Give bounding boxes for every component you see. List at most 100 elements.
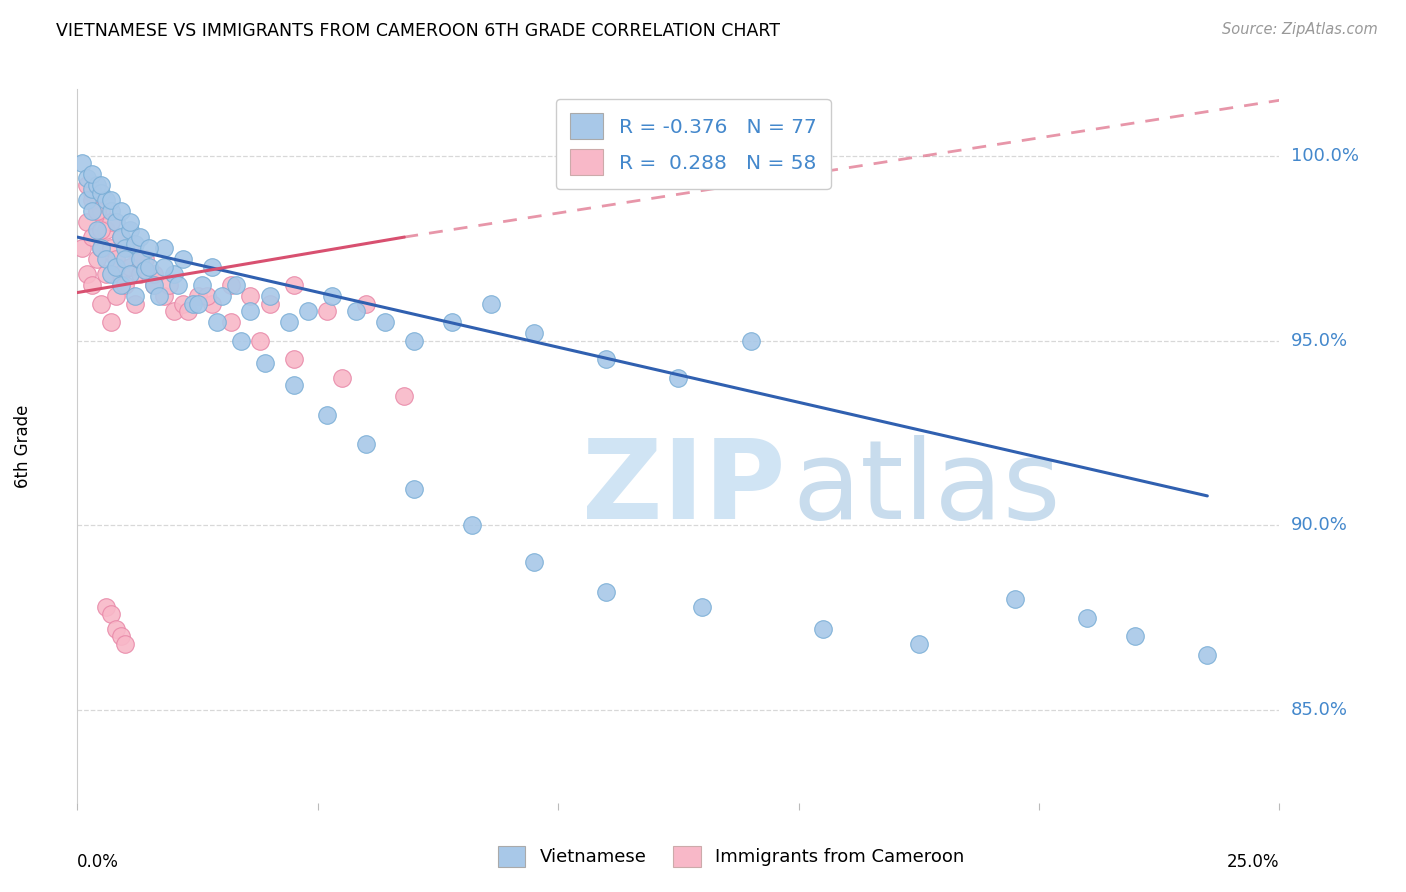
Point xyxy=(70,156,93,170)
Point xyxy=(195,289,218,303)
Point xyxy=(143,278,166,293)
Point xyxy=(283,352,305,367)
Point xyxy=(114,278,136,293)
Point xyxy=(354,437,377,451)
Point xyxy=(134,263,156,277)
Point xyxy=(90,186,112,200)
Point xyxy=(219,278,242,293)
Point xyxy=(148,289,170,303)
Point xyxy=(153,289,176,303)
Point xyxy=(110,278,132,293)
Point xyxy=(104,260,127,274)
Point xyxy=(229,334,252,348)
Point xyxy=(80,186,103,200)
Point xyxy=(110,230,132,244)
Point xyxy=(441,315,464,329)
Point xyxy=(120,215,142,229)
Point xyxy=(90,296,112,310)
Point xyxy=(100,204,122,219)
Point xyxy=(96,193,118,207)
Point xyxy=(153,241,176,255)
Point xyxy=(1004,592,1026,607)
Point xyxy=(668,370,690,384)
Point xyxy=(523,326,546,341)
Point xyxy=(110,204,132,219)
Text: 95.0%: 95.0% xyxy=(1291,332,1348,350)
Point xyxy=(76,267,98,281)
Point xyxy=(96,223,118,237)
Point xyxy=(104,252,127,267)
Point xyxy=(297,304,319,318)
Point xyxy=(110,230,132,244)
Text: 0.0%: 0.0% xyxy=(77,853,120,871)
Point xyxy=(186,296,209,310)
Point xyxy=(114,252,136,267)
Point xyxy=(402,482,425,496)
Text: 85.0%: 85.0% xyxy=(1291,701,1347,719)
Point xyxy=(186,289,209,303)
Point xyxy=(86,223,108,237)
Point xyxy=(1197,648,1219,662)
Point xyxy=(811,622,834,636)
Point xyxy=(211,289,233,303)
Point xyxy=(120,223,142,237)
Point xyxy=(80,167,103,181)
Point xyxy=(124,289,146,303)
Point xyxy=(104,289,127,303)
Point xyxy=(191,278,214,293)
Point xyxy=(90,178,112,193)
Point xyxy=(908,637,931,651)
Point xyxy=(201,296,224,310)
Point xyxy=(316,304,339,318)
Point xyxy=(740,334,762,348)
Point xyxy=(100,241,122,255)
Point xyxy=(157,278,180,293)
Point xyxy=(104,622,127,636)
Point xyxy=(70,241,93,255)
Point xyxy=(96,252,118,267)
Point xyxy=(153,260,176,274)
Point xyxy=(277,315,299,329)
Point xyxy=(80,182,103,196)
Point xyxy=(90,241,112,255)
Point xyxy=(128,267,150,281)
Text: 25.0%: 25.0% xyxy=(1227,853,1279,871)
Point xyxy=(249,334,271,348)
Point xyxy=(595,352,617,367)
Point xyxy=(239,304,262,318)
Point xyxy=(76,193,98,207)
Point xyxy=(100,607,122,622)
Point xyxy=(479,296,502,310)
Point xyxy=(120,260,142,274)
Point xyxy=(460,518,482,533)
Point xyxy=(90,241,112,255)
Point xyxy=(201,260,224,274)
Point xyxy=(374,315,396,329)
Point xyxy=(76,215,98,229)
Point xyxy=(354,296,377,310)
Point xyxy=(100,315,122,329)
Point xyxy=(110,629,132,643)
Legend: R = -0.376   N = 77, R =  0.288   N = 58: R = -0.376 N = 77, R = 0.288 N = 58 xyxy=(557,99,831,189)
Point xyxy=(138,241,160,255)
Point xyxy=(1123,629,1146,643)
Point xyxy=(86,204,108,219)
Point xyxy=(120,241,142,255)
Point xyxy=(259,289,281,303)
Point xyxy=(394,389,416,403)
Point xyxy=(124,296,146,310)
Point xyxy=(138,260,160,274)
Point xyxy=(114,241,136,255)
Point xyxy=(321,289,343,303)
Text: VIETNAMESE VS IMMIGRANTS FROM CAMEROON 6TH GRADE CORRELATION CHART: VIETNAMESE VS IMMIGRANTS FROM CAMEROON 6… xyxy=(56,22,780,40)
Point xyxy=(100,267,122,281)
Point xyxy=(104,215,127,229)
Point xyxy=(283,278,305,293)
Point xyxy=(595,585,617,599)
Point xyxy=(523,556,546,570)
Point xyxy=(162,267,184,281)
Point xyxy=(86,204,108,219)
Point xyxy=(80,204,103,219)
Point xyxy=(86,178,108,193)
Point xyxy=(181,296,204,310)
